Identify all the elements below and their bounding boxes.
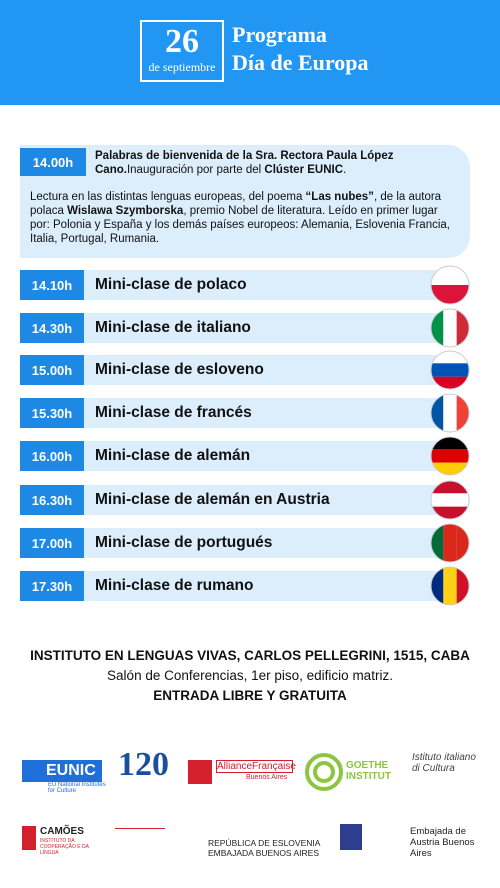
logo-eunic-sub: EU National Institutes for Culture: [48, 782, 106, 794]
text-run: Inauguración por parte del: [126, 164, 265, 176]
flag: [430, 393, 470, 433]
time-tab: 14.30h: [20, 313, 84, 343]
logo-romania-crest: [340, 824, 362, 850]
logo-camoes-sub: INSTITUTO DA COOPERAÇÃO E DA LÍNGUA: [40, 838, 89, 856]
logo-italiano: Istituto italiano di Cultura: [412, 752, 476, 774]
logo-slovenia-sub: EMBAJADA BUENOS AIRES: [208, 848, 320, 858]
text-run: “Las nubes”: [305, 191, 374, 203]
logo-austria: Embajada de Austria Buenos Aires: [410, 826, 475, 859]
class-label: Mini-clase de italiano: [95, 319, 251, 336]
logo-goethe-mark: [305, 753, 343, 791]
time-tab: 14.10h: [20, 270, 84, 300]
logo-alliance: AllianceFrançaise: [216, 760, 296, 773]
schedule-row: [20, 398, 470, 428]
logo-slovenia: REPÚBLICA DE ESLOVENIA: [208, 838, 321, 848]
time-tab: 15.30h: [20, 398, 84, 428]
text-run: Lectura en las distintas lenguas europea…: [30, 191, 306, 203]
schedule-row: [20, 313, 470, 343]
intro-text: Palabras de bienvenida de la Sra. Rector…: [95, 149, 455, 177]
flag: [430, 265, 470, 305]
flag: [430, 523, 470, 563]
venue-address: INSTITUTO EN LENGUAS VIVAS, CARLOS PELLE…: [30, 648, 470, 663]
venue-room: Salón de Conferencias, 1er piso, edifici…: [107, 668, 393, 683]
schedule-row: [20, 270, 470, 300]
flag: [430, 566, 470, 606]
text-run: , de la autora polaca: [30, 191, 442, 217]
text-run: Clúster EUNIC: [264, 164, 344, 176]
time-tab: 17.00h: [20, 528, 84, 558]
class-label: Mini-clase de rumano: [95, 577, 254, 594]
logo-alliance-city: Buenos Aires: [246, 774, 288, 781]
time-tab: 14.00h: [20, 148, 86, 176]
month: de septiembre: [148, 60, 216, 74]
text-run: .: [343, 164, 347, 176]
day: 26: [165, 23, 199, 60]
schedule-row: [20, 571, 470, 601]
class-label: Mini-clase de alemán en Austria: [95, 491, 330, 508]
title: Programa: [232, 22, 327, 47]
title: Día de Europa: [232, 50, 369, 75]
reading-text: Lectura en las distintas lenguas europea…: [30, 190, 450, 246]
text-run: Palabras de bienvenida de la Sra. Rector…: [95, 150, 394, 176]
flag: [430, 350, 470, 390]
schedule-row: [20, 528, 470, 558]
schedule-row: [20, 441, 470, 471]
class-label: Mini-clase de portugués: [95, 534, 273, 551]
flag: [430, 436, 470, 476]
time-tab: 15.00h: [20, 355, 84, 385]
logo-goethe: GOETHE INSTITUT: [346, 760, 391, 782]
logo-camoes: CAMÕES: [40, 826, 84, 837]
logo-eunic: EUNIC: [22, 760, 102, 782]
class-label: Mini-clase de alemán: [95, 447, 251, 464]
venue-entry: ENTRADA LIBRE Y GRATUITA: [153, 688, 347, 703]
schedule-row: [20, 355, 470, 385]
class-label: Mini-clase de esloveno: [95, 361, 264, 378]
time-tab: 16.00h: [20, 441, 84, 471]
class-label: Mini-clase de polaco: [95, 276, 247, 293]
logo-anniversary: 120: [118, 746, 169, 783]
opening-box: [20, 145, 470, 258]
text-run: , premio Nobel de literatura. Leído en p…: [30, 205, 450, 245]
logo-af-mark: [188, 760, 212, 784]
time-tab: 16.30h: [20, 485, 84, 515]
time-tab: 17.30h: [20, 571, 84, 601]
text-run: Wislawa Szymborska: [67, 205, 184, 217]
flag: [430, 308, 470, 348]
class-label: Mini-clase de francés: [95, 404, 252, 421]
date-box: 26 de septiembre: [140, 20, 224, 82]
logo-poland-rule: [115, 828, 165, 829]
schedule-row: [20, 485, 470, 515]
flag: [430, 480, 470, 520]
header-band: [0, 0, 500, 105]
logo-camoes-mark: [22, 826, 36, 850]
